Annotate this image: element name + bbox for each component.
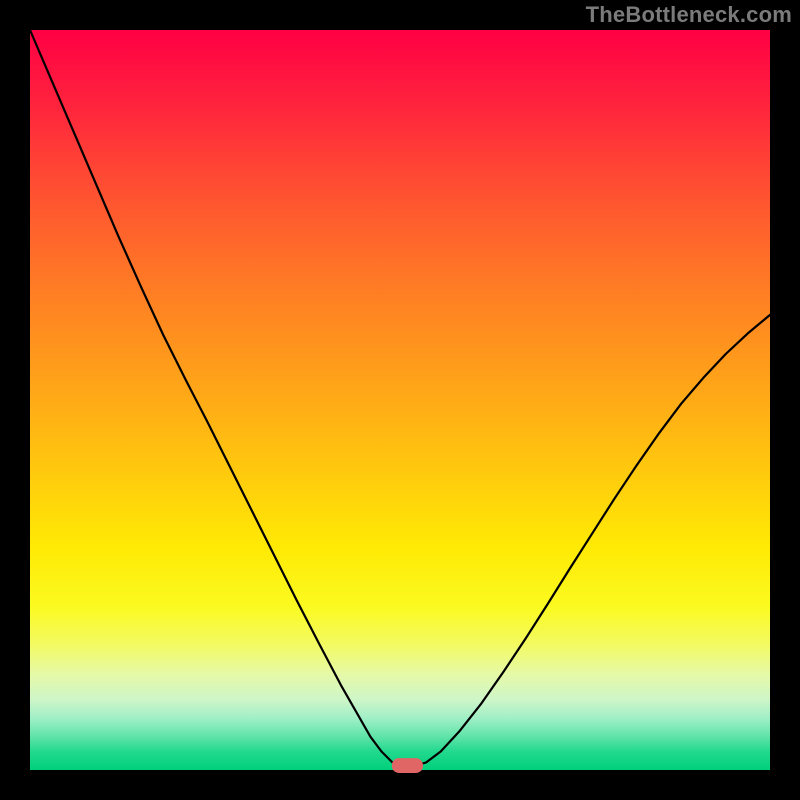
watermark-text: TheBottleneck.com xyxy=(586,2,792,28)
plot-area xyxy=(30,30,770,773)
chart-container: TheBottleneck.com xyxy=(0,0,800,800)
gradient-background xyxy=(30,30,770,770)
optimal-marker xyxy=(392,758,423,773)
bottleneck-chart xyxy=(0,0,800,800)
